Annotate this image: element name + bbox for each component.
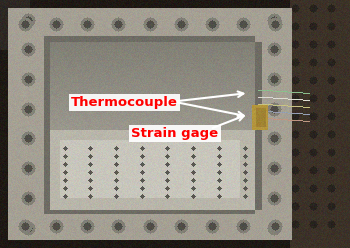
- Text: Thermocouple: Thermocouple: [71, 96, 178, 109]
- Text: Strain gage: Strain gage: [132, 127, 218, 140]
